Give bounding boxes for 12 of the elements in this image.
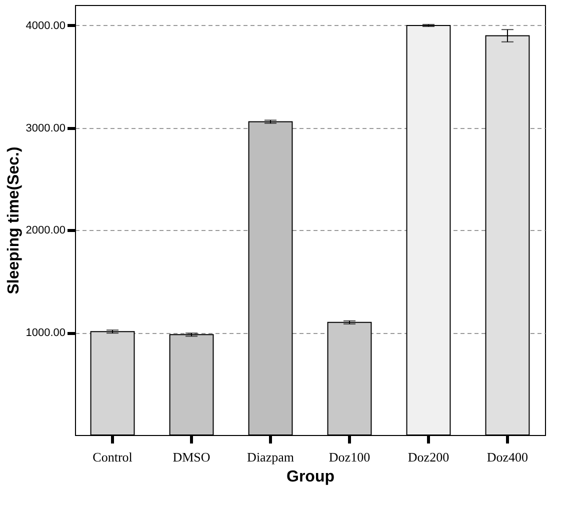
x-tick-label: Control xyxy=(92,450,133,464)
y-tick-label: 2000.00 xyxy=(26,224,66,237)
x-tick-label: Doz100 xyxy=(328,450,370,464)
y-tick-label: 4000.00 xyxy=(26,20,66,32)
x-tick-label: Diazpam xyxy=(247,450,294,464)
y-axis-title: Sleeping time(Sec.) xyxy=(6,146,23,294)
x-tick-label: DMSO xyxy=(172,450,210,464)
x-tick-label: Doz400 xyxy=(486,450,528,464)
y-tick-label: 1000.00 xyxy=(26,327,66,340)
y-tick-label: 3000.00 xyxy=(26,122,66,134)
x-axis-title: Group xyxy=(286,468,335,486)
x-tick-label: Doz200 xyxy=(408,450,450,464)
